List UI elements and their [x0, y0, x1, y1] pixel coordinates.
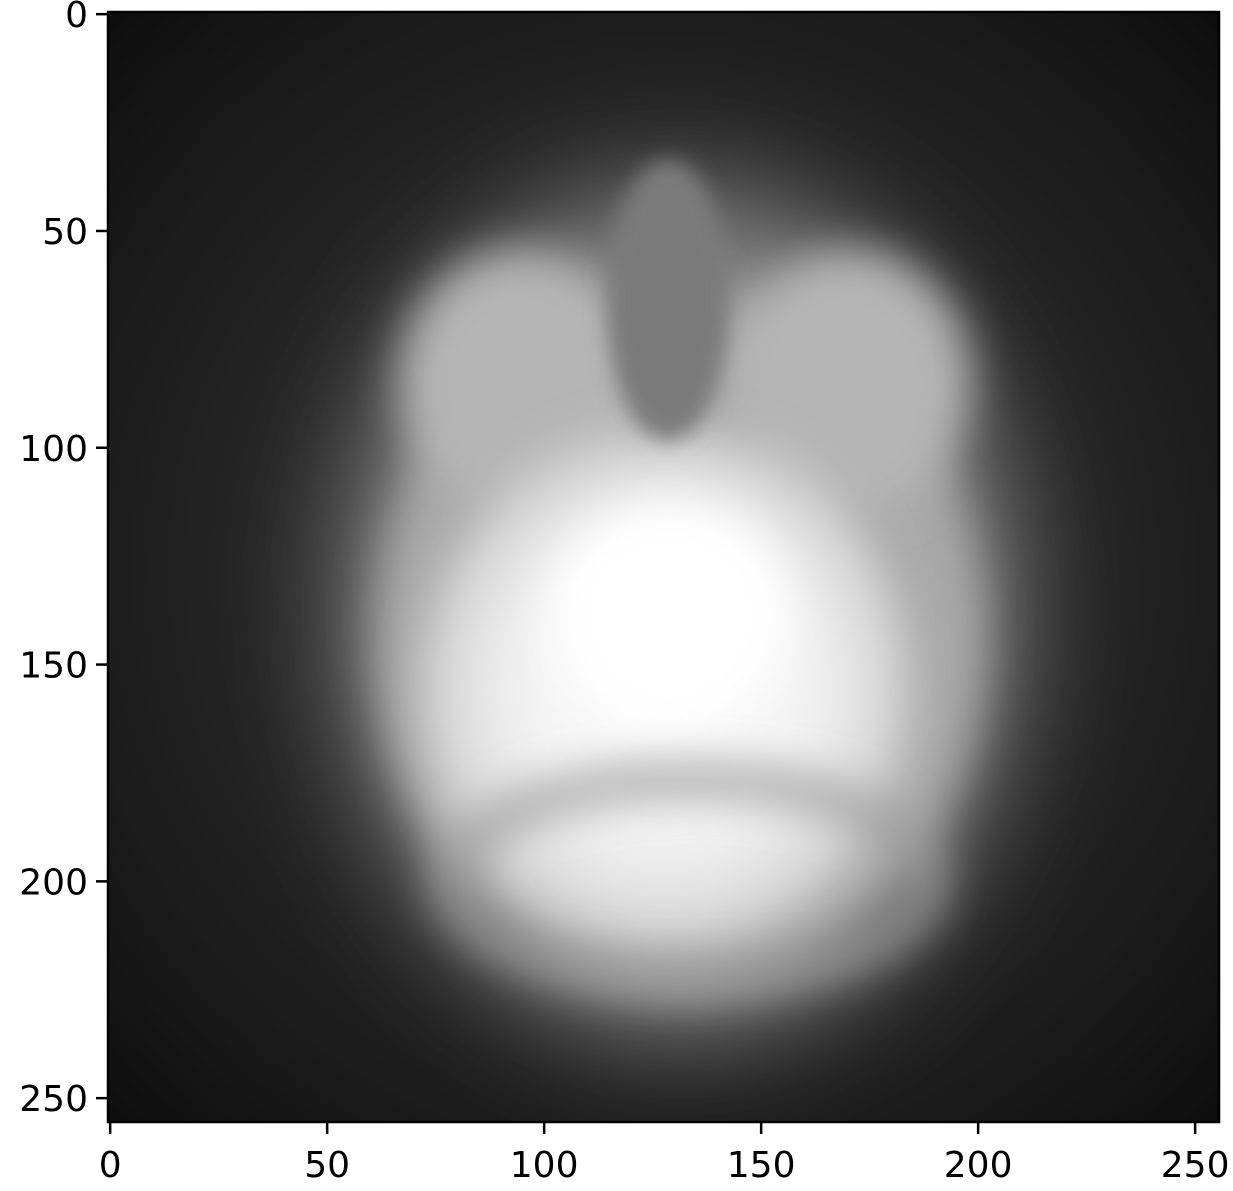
lower-rim: [435, 765, 945, 995]
y-tick-label: 50: [42, 212, 88, 253]
y-tick-label: 200: [19, 862, 88, 903]
y-tick-label: 0: [65, 0, 88, 36]
left-upper-lobe: [400, 250, 640, 510]
y-tick-label: 250: [19, 1079, 88, 1120]
y-tick-label: 150: [19, 646, 88, 687]
x-tick-label: 100: [510, 1145, 579, 1186]
x-tick-label: 0: [99, 1145, 122, 1186]
x-axis: 0 50 100 150 200 250: [99, 1122, 1230, 1186]
y-axis: 0 50 100 150 200 250: [19, 0, 108, 1120]
y-tick-label: 100: [19, 429, 88, 470]
brain-hotspot: [550, 500, 790, 720]
plot-frame: [106, 10, 1221, 1124]
image-layer: [108, 12, 1219, 1122]
x-tick-label: 150: [727, 1145, 796, 1186]
x-tick-label: 200: [944, 1145, 1013, 1186]
right-upper-lobe: [730, 250, 970, 510]
x-tick-label: 250: [1161, 1145, 1230, 1186]
x-tick-label: 50: [304, 1145, 350, 1186]
upper-notch: [606, 160, 730, 440]
